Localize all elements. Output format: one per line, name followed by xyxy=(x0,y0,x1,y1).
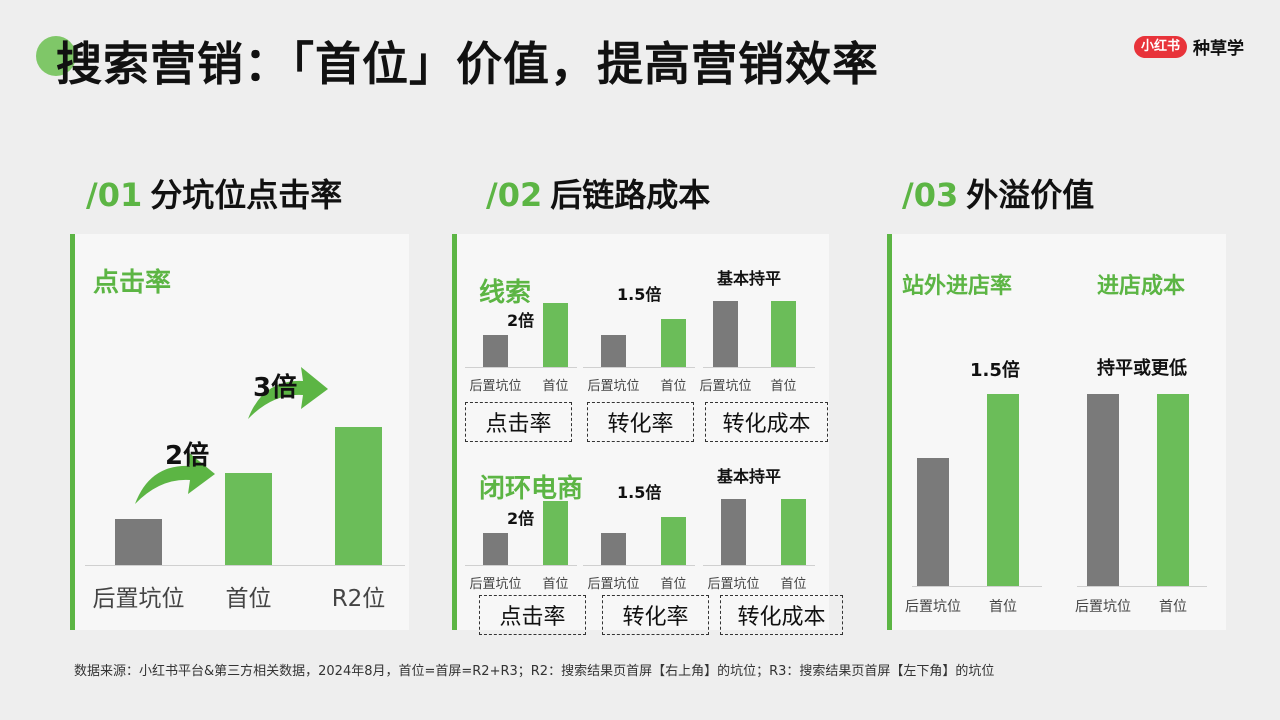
bar xyxy=(335,427,382,565)
metric-box: 转化率 xyxy=(587,402,694,442)
x-tick-label: 首位 xyxy=(542,577,569,592)
x-tick-label: 后置坑位 xyxy=(699,379,752,394)
multiplier-label: 3倍 xyxy=(253,373,298,403)
chart-title: 点击率 xyxy=(93,268,172,298)
section-title: 外溢价值 xyxy=(966,176,1095,214)
section-heading-02: /02 后链路成本 xyxy=(486,170,710,216)
x-tick-label: 首位 xyxy=(780,577,807,592)
chart-baseline xyxy=(912,586,1042,587)
bar xyxy=(1087,394,1119,586)
panel-downstream-cost: 线索 闭环电商 后置坑位 首位 2倍 点击率 后置坑位 首位 1.5倍 转化率 后置坑位 首位 基本… xyxy=(452,234,843,635)
bar xyxy=(771,301,796,367)
x-tick-label: 后置坑位 xyxy=(92,586,185,612)
chart-baseline xyxy=(583,367,695,368)
multiplier-label: 基本持平 xyxy=(717,269,782,288)
metric-box: 点击率 xyxy=(479,595,586,635)
chart-baseline xyxy=(1077,586,1207,587)
x-tick-label: 首位 xyxy=(225,586,272,612)
x-tick-label: 后置坑位 xyxy=(905,599,961,615)
logo-badge: 小红书 xyxy=(1133,35,1187,58)
chart-baseline xyxy=(703,565,815,566)
growth-arrow-icon xyxy=(135,452,215,504)
metric-box: 转化成本 xyxy=(705,402,828,442)
multiplier-label: 基本持平 xyxy=(717,467,782,486)
multiplier-label: 1.5倍 xyxy=(617,483,662,502)
multiplier-label: 持平或更低 xyxy=(1097,358,1187,379)
x-tick-label: 后置坑位 xyxy=(707,577,760,592)
footnote: 数据来源：小红书平台&第三方相关数据，2024年8月，首位=首屏=R2+R3；R… xyxy=(74,664,995,679)
page-title: 搜索营销：「首位」价值，提高营销效率 xyxy=(56,37,879,91)
bar xyxy=(1157,394,1189,586)
x-tick-label: 后置坑位 xyxy=(469,577,522,592)
bar xyxy=(713,301,738,367)
title-decoration-circle xyxy=(36,36,76,76)
bar xyxy=(601,533,626,565)
multiplier-label: 2倍 xyxy=(165,441,210,471)
chart-baseline xyxy=(85,565,405,566)
section-number: /02 xyxy=(486,176,543,214)
bar xyxy=(225,473,272,565)
metric-label-store-cost: 进店成本 xyxy=(1097,274,1186,299)
multiplier-label: 2倍 xyxy=(507,509,535,528)
section-heading-01: /01 分坑位点击率 xyxy=(86,170,342,216)
panel-spillover-value: 站外进店率 进店成本 后置坑位 首位 1.5倍后置坑位 首位 持平或更低 xyxy=(887,234,1226,630)
bar xyxy=(987,394,1019,586)
x-tick-label: 首位 xyxy=(542,379,569,394)
x-tick-label: 后置坑位 xyxy=(1075,599,1131,615)
section-number: /03 xyxy=(902,176,959,214)
metric-box: 点击率 xyxy=(465,402,572,442)
x-tick-label: 首位 xyxy=(660,379,687,394)
x-tick-label: 首位 xyxy=(989,599,1017,615)
x-tick-label: 首位 xyxy=(1159,599,1187,615)
logo-text: 种草学 xyxy=(1193,39,1244,59)
x-tick-label: 首位 xyxy=(770,379,797,394)
bar xyxy=(601,335,626,367)
section-title: 分坑位点击率 xyxy=(150,176,343,214)
group-label-ecommerce: 闭环电商 xyxy=(479,474,584,504)
section-title: 后链路成本 xyxy=(550,176,711,214)
bar xyxy=(115,519,162,565)
bar xyxy=(661,319,686,367)
metric-label-offsite-store-rate: 站外进店率 xyxy=(902,274,1013,299)
bar xyxy=(721,499,746,565)
chart-baseline xyxy=(465,367,577,368)
x-tick-label: 后置坑位 xyxy=(587,379,640,394)
chart-baseline xyxy=(703,367,815,368)
panel-click-rate: 点击率 后置坑位 首位 2倍 R2位 3倍 xyxy=(70,234,409,630)
x-tick-label: 后置坑位 xyxy=(469,379,522,394)
bar xyxy=(483,533,508,565)
multiplier-label: 1.5倍 xyxy=(970,360,1020,381)
x-tick-label: 后置坑位 xyxy=(587,577,640,592)
multiplier-label: 2倍 xyxy=(507,311,535,330)
metric-box: 转化成本 xyxy=(720,595,843,635)
growth-arrow-icon xyxy=(248,367,328,419)
x-tick-label: R2位 xyxy=(331,586,386,612)
group-label-leads: 线索 xyxy=(479,278,532,308)
metric-box: 转化率 xyxy=(602,595,709,635)
bar xyxy=(917,458,949,586)
logo: 小红书 种草学 xyxy=(1133,34,1244,59)
bar xyxy=(543,501,568,565)
section-number: /01 xyxy=(86,176,143,214)
bar xyxy=(543,303,568,367)
bar xyxy=(781,499,806,565)
chart-baseline xyxy=(465,565,577,566)
bar xyxy=(661,517,686,565)
x-tick-label: 首位 xyxy=(660,577,687,592)
bar xyxy=(483,335,508,367)
multiplier-label: 1.5倍 xyxy=(617,285,662,304)
section-heading-03: /03 外溢价值 xyxy=(902,170,1094,216)
chart-baseline xyxy=(583,565,695,566)
